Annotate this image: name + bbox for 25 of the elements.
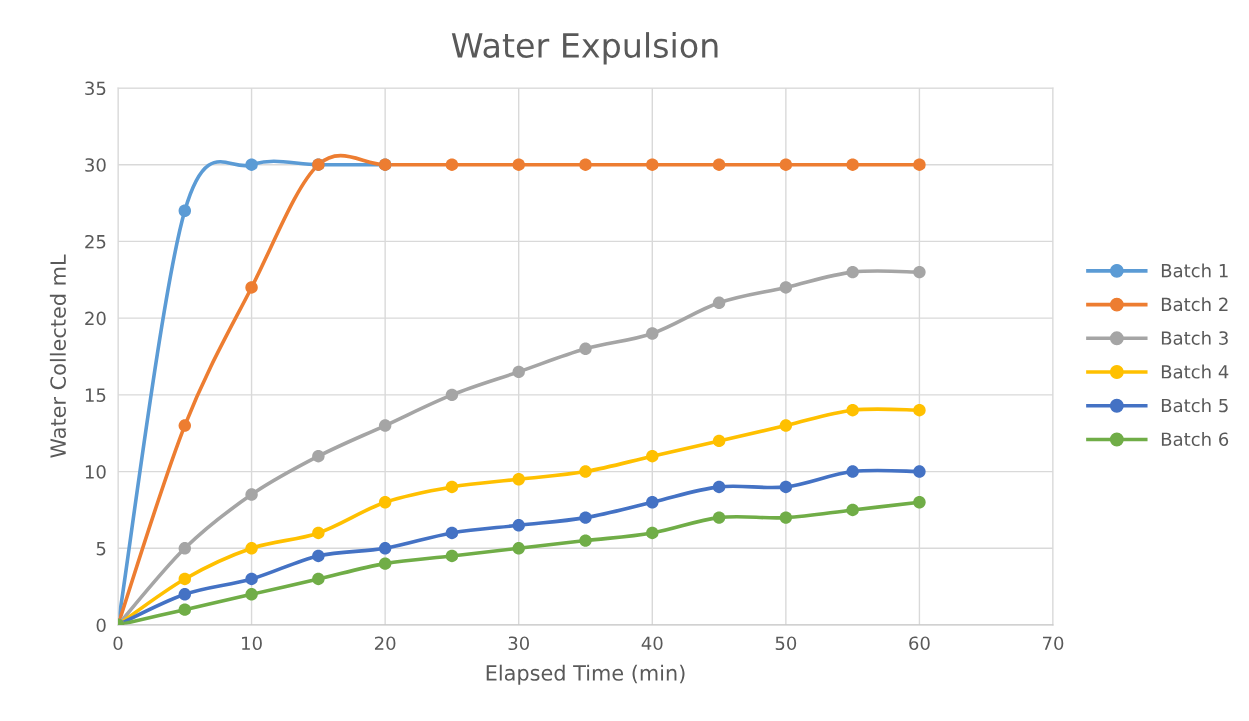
x-tick-label: 60 [909, 636, 930, 651]
y-tick-label: 25 [85, 234, 106, 249]
legend-label: Batch 5 [1161, 398, 1228, 413]
y-axis-title: Water Collected mL [49, 254, 66, 458]
y-tick-label: 35 [85, 81, 106, 96]
x-tick-label: 40 [641, 636, 663, 651]
y-tick-label: 15 [85, 388, 106, 402]
y-tick-label: 0 [96, 618, 106, 633]
x-tick-label: 70 [1042, 636, 1064, 651]
legend-label: Batch 2 [1161, 297, 1228, 312]
y-tick-label: 20 [85, 311, 106, 326]
x-tick-label: 30 [508, 636, 529, 651]
legend-label: Batch 1 [1161, 263, 1228, 278]
legend-label: Batch 6 [1161, 432, 1229, 447]
y-tick-label: 30 [85, 158, 106, 172]
x-axis-title: Elapsed Time (min) [486, 664, 685, 685]
chart-title: Water Expulsion [451, 32, 718, 65]
x-tick-label: 10 [242, 636, 262, 651]
x-tick-label: 0 [113, 636, 123, 651]
x-tick-label: 20 [374, 636, 396, 651]
legend-label: Batch 3 [1161, 330, 1228, 345]
legend-label: Batch 4 [1161, 364, 1229, 379]
y-tick-label: 5 [96, 541, 106, 556]
x-tick-label: 50 [775, 636, 797, 651]
y-tick-label: 10 [85, 465, 106, 479]
